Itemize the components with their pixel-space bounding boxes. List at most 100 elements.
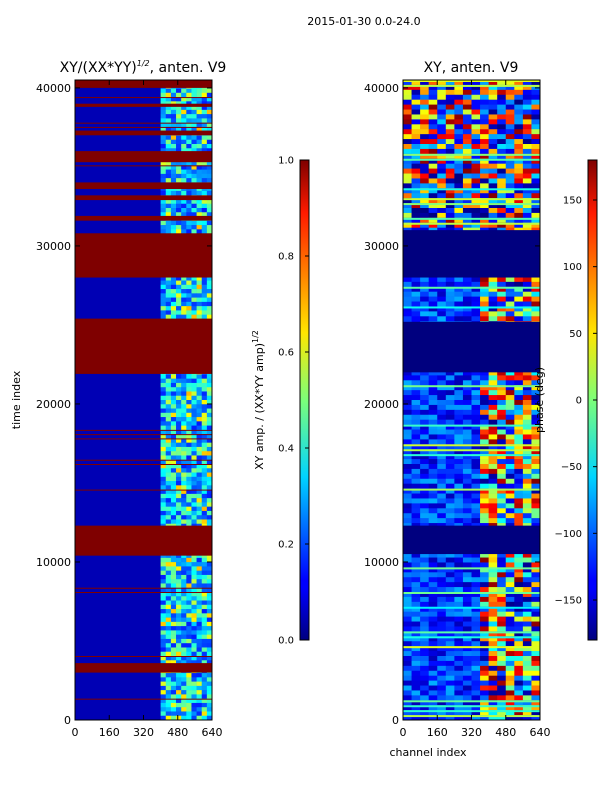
left-heat-cell xyxy=(165,178,172,183)
right-heat-cell xyxy=(505,203,515,209)
right-heat-cell xyxy=(505,493,515,499)
left-heat-cell xyxy=(186,144,192,149)
left-heat-cell xyxy=(181,203,187,209)
right-heat-cell xyxy=(428,134,438,140)
right-heat-cell xyxy=(403,276,412,283)
right-heat-cell xyxy=(514,562,524,568)
right-heat-cell xyxy=(488,385,498,391)
left-heat-cell xyxy=(176,434,182,439)
left-heat-cell xyxy=(176,92,182,98)
left-heat-cell xyxy=(196,600,203,606)
right-heat-cell xyxy=(411,503,421,509)
right-heat-cell xyxy=(505,557,515,563)
left-heat-cell xyxy=(176,88,182,94)
right-heat-cell xyxy=(497,660,507,667)
left-heat-cell xyxy=(170,596,177,601)
right-heat-cell xyxy=(403,385,412,391)
right-heat-cell xyxy=(411,646,421,652)
left-heat-cell xyxy=(160,677,167,682)
right-heat-cell xyxy=(454,291,464,297)
left-heat-stripe xyxy=(75,698,212,700)
right-heat-cell xyxy=(428,370,438,376)
right-heat-cell xyxy=(445,636,455,642)
left-heat-cell xyxy=(196,596,203,601)
right-heat-cell xyxy=(497,606,507,612)
right-heat-cell xyxy=(480,695,489,701)
right-heat-cell xyxy=(471,395,481,401)
right-heat-cell xyxy=(445,695,455,701)
left-heat-cell xyxy=(176,694,182,699)
right-heat-cell xyxy=(514,592,524,598)
right-heat-cell xyxy=(531,429,541,435)
right-heat-cell xyxy=(505,710,515,716)
right-heat-cell xyxy=(437,414,447,420)
left-heat-cell xyxy=(201,519,208,525)
right-heat-cell xyxy=(522,483,532,489)
right-heat-cell xyxy=(505,434,515,440)
right-heat-cell xyxy=(420,557,429,563)
right-heat-cell xyxy=(488,89,498,96)
right-heat-cell xyxy=(462,675,472,681)
right-heat-cell xyxy=(497,198,507,204)
left-heat-cell xyxy=(160,408,167,414)
left-heat-cell xyxy=(160,685,167,691)
right-heat-cell xyxy=(437,119,447,125)
right-heat-cell xyxy=(514,104,524,110)
right-heat-cell xyxy=(488,212,498,219)
right-heat-cell xyxy=(454,286,464,292)
right-heat-cell xyxy=(454,464,464,470)
left-heat-cell xyxy=(170,685,177,691)
left-heat-cell xyxy=(196,587,203,593)
right-heat-cell xyxy=(437,695,447,701)
left-heat-cell xyxy=(206,566,213,571)
right-heat-cell xyxy=(454,601,464,608)
left-heat-cell xyxy=(186,122,192,128)
left-heat-cell xyxy=(191,451,197,456)
right-heat-cell xyxy=(437,291,447,297)
right-heat-cell xyxy=(428,424,438,430)
left-heat-cell xyxy=(165,92,172,98)
left-heat-cell xyxy=(191,88,197,94)
right-heat-cell xyxy=(454,419,464,425)
left-heat-cell xyxy=(201,148,208,153)
right-heat-cell xyxy=(411,109,421,115)
right-heat-cell xyxy=(488,468,498,475)
left-heat-cell xyxy=(201,485,208,490)
right-heat-cell xyxy=(462,454,472,460)
right-heat-cell xyxy=(437,385,447,391)
right-heat-cell xyxy=(480,301,489,307)
right-heat-cell xyxy=(428,119,438,125)
left-heat-cell xyxy=(181,592,187,597)
right-heat-cell xyxy=(420,400,429,406)
right-heat-cell xyxy=(522,552,532,558)
right-heat-cell xyxy=(437,449,447,455)
right-heat-cell xyxy=(437,715,447,721)
left-heat-cell xyxy=(191,647,197,653)
right-heat-cell xyxy=(428,468,438,475)
left-heat-cell xyxy=(186,301,192,307)
right-heat-cell xyxy=(428,705,438,711)
right-heat-cell xyxy=(428,488,438,494)
right-heat-cell xyxy=(514,212,524,219)
right-heat-cell xyxy=(462,370,472,376)
right-heat-cell xyxy=(514,109,524,115)
left-heat-cell xyxy=(206,647,213,653)
right-heat-cell xyxy=(480,148,489,155)
left-heat-cell xyxy=(170,609,177,614)
left-heat-cell xyxy=(201,203,208,209)
right-heat-cell xyxy=(522,424,532,430)
right-heat-cell xyxy=(480,316,489,322)
right-heat-cell xyxy=(505,577,515,583)
right-heat-cell xyxy=(454,444,464,450)
left-heat-cell xyxy=(196,643,203,648)
left-heat-cell xyxy=(170,135,177,141)
right-heat-cell xyxy=(531,153,541,160)
right-heat-cell xyxy=(437,375,447,381)
left-heat-cell xyxy=(181,638,187,644)
left-heat-cell xyxy=(191,109,197,115)
left-heat-cell xyxy=(191,702,197,708)
right-heat-cell xyxy=(505,89,515,96)
right-heat-cell xyxy=(445,715,455,721)
right-heat-cell xyxy=(411,291,421,297)
right-heat-cell xyxy=(437,173,447,179)
